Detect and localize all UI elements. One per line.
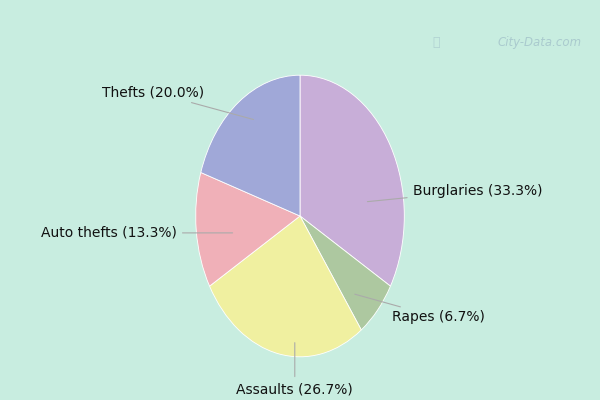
Text: Thefts (20.0%): Thefts (20.0%) bbox=[102, 85, 254, 120]
Text: Burglaries (33.3%): Burglaries (33.3%) bbox=[367, 184, 542, 202]
Text: Assaults (26.7%): Assaults (26.7%) bbox=[236, 343, 353, 396]
Text: Auto thefts (13.3%): Auto thefts (13.3%) bbox=[41, 226, 233, 240]
Text: City-Data.com: City-Data.com bbox=[498, 36, 582, 49]
Wedge shape bbox=[300, 75, 404, 286]
Wedge shape bbox=[209, 216, 361, 357]
Wedge shape bbox=[196, 172, 300, 286]
Wedge shape bbox=[300, 216, 391, 330]
Text: Rapes (6.7%): Rapes (6.7%) bbox=[355, 294, 485, 324]
Wedge shape bbox=[201, 75, 300, 216]
Text: ⓘ: ⓘ bbox=[432, 36, 439, 49]
